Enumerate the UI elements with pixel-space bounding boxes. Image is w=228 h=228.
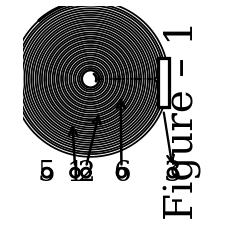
Text: 2: 2 [77,159,95,186]
Text: 5: 5 [38,159,56,186]
Text: 1: 1 [66,159,84,186]
Text: 6: 6 [112,159,130,186]
Bar [158,59,168,108]
Text: Figure – 1: Figure – 1 [164,20,202,219]
Bar [154,79,158,82]
Text: 3: 3 [163,159,181,186]
